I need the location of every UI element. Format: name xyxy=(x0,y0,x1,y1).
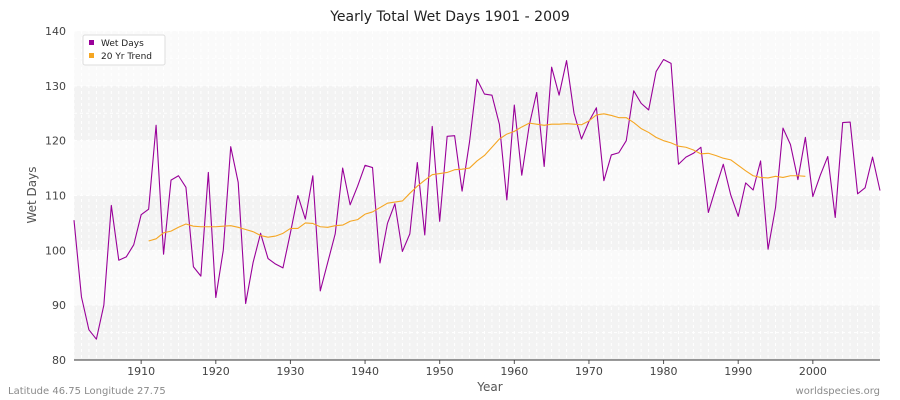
x-tick-label: 1930 xyxy=(276,365,304,378)
legend-label-trend: 20 Yr Trend xyxy=(101,52,152,62)
y-tick-label: 100 xyxy=(45,244,66,257)
x-tick-label: 1940 xyxy=(351,365,379,378)
legend-box xyxy=(82,34,166,66)
y-tick-label: 110 xyxy=(45,190,66,203)
x-axis-ticks: 1910 1920 1930 1940 1950 1960 1970 1980 1990 2000 xyxy=(127,360,827,378)
x-tick-label: 1960 xyxy=(500,365,528,378)
y-axis-label: Wet Days xyxy=(25,166,39,223)
y-tick-label: 120 xyxy=(45,135,66,148)
legend-swatch-wet-days xyxy=(89,40,94,45)
x-tick-label: 1980 xyxy=(650,365,678,378)
footer-source: worldspecies.org xyxy=(796,386,880,397)
chart-title: Yearly Total Wet Days 1901 - 2009 xyxy=(329,9,570,25)
legend-label-wet-days: Wet Days xyxy=(101,39,144,49)
y-axis-ticks: 80 90 100 110 120 130 140 xyxy=(45,25,66,367)
y-tick-label: 130 xyxy=(45,80,66,93)
x-tick-label: 2000 xyxy=(799,365,827,378)
x-tick-label: 1970 xyxy=(575,365,603,378)
y-tick-label: 90 xyxy=(52,299,66,312)
y-tick-label: 140 xyxy=(45,25,66,38)
trend-line xyxy=(148,113,806,242)
x-axis-label: Year xyxy=(476,380,502,394)
x-tick-label: 1910 xyxy=(127,365,155,378)
wet-days-line xyxy=(73,58,881,340)
series-layer xyxy=(73,58,881,340)
legend-swatch-trend xyxy=(89,53,94,58)
footer-coordinates: Latitude 46.75 Longitude 27.75 xyxy=(8,386,166,397)
x-tick-label: 1990 xyxy=(724,365,752,378)
x-tick-label: 1950 xyxy=(426,365,454,378)
legend: Wet Days 20 Yr Trend xyxy=(82,34,166,66)
x-tick-label: 1920 xyxy=(202,365,230,378)
y-tick-label: 80 xyxy=(52,354,66,367)
